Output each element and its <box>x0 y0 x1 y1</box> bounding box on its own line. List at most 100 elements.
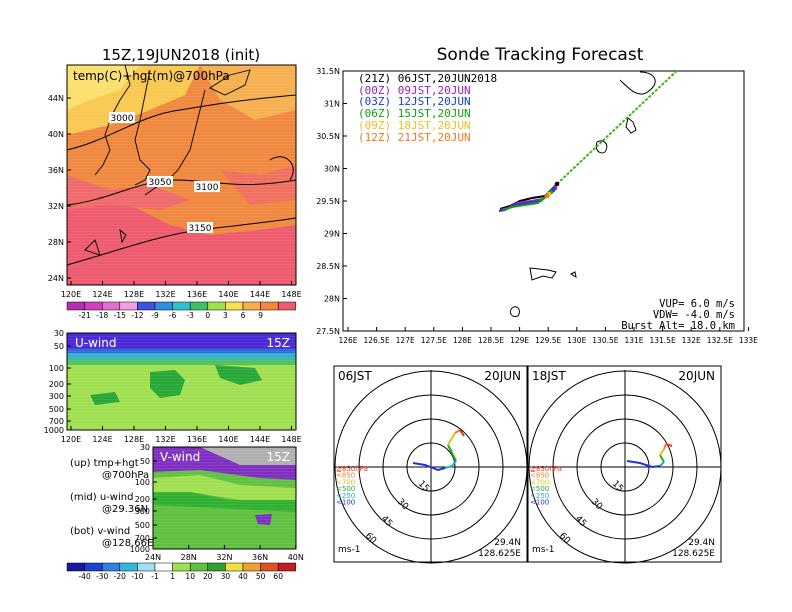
colorbar-label: 1 <box>170 572 175 581</box>
v-wind-label: V-wind <box>160 450 200 464</box>
colorbar-label: -1 <box>151 572 159 581</box>
hodograph-lat: 29.4N <box>494 538 521 548</box>
lat-tick-label: 31.5N <box>316 67 340 76</box>
colorbar-swatch <box>242 562 261 572</box>
lon-tick-label: 129E <box>510 336 529 345</box>
lon-tick-label: 124E <box>92 435 112 444</box>
colorbar-swatch <box>101 562 121 572</box>
pressure-tick-label: 500 <box>49 405 64 414</box>
legend-entry: (12Z) 21JST,20JUN <box>358 130 471 144</box>
pressure-tick-label: 200 <box>135 495 150 504</box>
level-legend-entry: <850 <box>336 472 355 480</box>
colorbar-label: -30 <box>96 572 108 581</box>
lon-tick-label: 120E <box>61 290 81 299</box>
hodograph-right-labels: 18JST 20JUN15304560≧850hPa<850<700<500<25… <box>530 369 715 559</box>
colorbar-swatch <box>225 562 244 572</box>
level-legend-entry: <850 <box>530 472 549 480</box>
lon-tick-label: 129.5E <box>535 336 561 345</box>
colorbar-swatch <box>207 301 226 311</box>
tracking-title: Sonde Tracking Forecast <box>437 45 644 65</box>
lat-tick-label: 28.5N <box>316 262 340 271</box>
colorbar-label: -9 <box>151 311 159 320</box>
side-note-line2: @128.66E <box>102 538 154 549</box>
lon-tick-label: 144E <box>250 290 270 299</box>
colorbar-label: -20 <box>114 572 126 581</box>
tracking-lat-axis: 31.5N 31N 30.5N 30N 29.5N 29N 28.5N 28N 27.5N <box>316 67 347 336</box>
colorbar-label: -6 <box>169 311 177 320</box>
vdw-value: VDW= -4.0 m/s <box>653 309 735 321</box>
lon-tick-label: 136E <box>187 290 207 299</box>
lon-tick-label: 130E <box>567 336 586 345</box>
tracking-lon-axis: 126E 126.5E 127E 127.5E 128E 128.5E 129E 129.5E… <box>338 327 758 345</box>
v-wind-time: 15Z <box>267 450 291 464</box>
colorbar-swatch <box>277 301 297 311</box>
side-note-line1: (mid) u-wind <box>70 492 134 503</box>
level-legend-entry: <500 <box>530 485 549 493</box>
level-legend-entry: <100 <box>530 499 549 507</box>
colorbar-label: 60 <box>273 572 283 581</box>
colorbar-swatch <box>119 562 138 572</box>
contour-label-box <box>147 176 173 187</box>
hodograph-date: 20JUN <box>484 369 521 383</box>
colorbar-swatch <box>207 562 226 572</box>
level-legend-entry: ≧850hPa <box>530 465 562 473</box>
contour-label-box <box>194 181 220 192</box>
contour-labels: 3000 3050 3100 3150 <box>109 112 220 234</box>
level-legend-entry: <100 <box>336 499 355 507</box>
lon-tick-label: 136E <box>187 435 207 444</box>
colorbar-label: 9 <box>258 311 263 320</box>
wind-colorbar: -40 -30 -20 -10 -1 1 10 20 30 40 50 60 <box>66 562 297 581</box>
vup-value: VUP= 6.0 m/s <box>659 298 735 310</box>
pressure-tick-label: 30 <box>54 329 64 338</box>
colorbar-swatch <box>84 562 103 572</box>
hodograph-time: 06JST <box>338 369 372 383</box>
legend-entry: (21Z) 06JST,20JUN2018 <box>358 72 498 85</box>
colorbar-swatch <box>66 562 85 572</box>
pressure-tick-label: 100 <box>135 478 150 487</box>
map-lat-axis: 44N 40N 36N 32N 28N 24N <box>48 94 71 283</box>
legend-entry: (00Z) 09JST,20JUN <box>358 83 471 97</box>
v-wind-pressure-axis: 30 50 100 200 300 500 700 1000 <box>130 443 157 554</box>
lat-tick-label: 36N <box>252 553 268 562</box>
lat-tick-label: 28N <box>324 295 340 304</box>
lon-tick-label: 127.5E <box>421 336 447 345</box>
lat-tick-label: 40N <box>48 130 64 139</box>
legend-entry: (03Z) 12JST,20JUN <box>358 95 471 109</box>
colorbar-label: -10 <box>131 572 143 581</box>
lat-tick-label: 30N <box>324 165 340 174</box>
lon-tick-label: 132E <box>155 290 175 299</box>
level-legend-entry: <500 <box>336 485 355 493</box>
u-wind-lon-axis: 120E 124E 128E 132E 136E 140E 144E 148E <box>61 426 302 444</box>
field-label: temp(C)+hgt(m)@700hPa <box>73 69 230 83</box>
colorbar-label: -21 <box>78 311 90 320</box>
u-wind-label: U-wind <box>75 336 116 350</box>
map-lon-axis: 120E 124E 128E 132E 136E 140E 144E 148E <box>61 281 302 299</box>
contour-label: 3100 <box>196 183 219 193</box>
colorbar-swatch <box>242 301 261 311</box>
legend-entry: (09Z) 18JST,20JUN <box>358 118 471 132</box>
colorbar-label: 50 <box>256 572 266 581</box>
contour-label: 3150 <box>189 224 212 234</box>
colorbar-swatch <box>154 301 173 311</box>
lon-tick-label: 132.5E <box>707 336 733 345</box>
colorbar-swatch <box>172 562 191 572</box>
colorbar-swatch <box>189 301 209 311</box>
level-legend-entry: <700 <box>336 478 355 486</box>
colorbar-label: 30 <box>221 572 231 581</box>
side-note: (up) tmp+hgt @700hPa <box>70 458 149 482</box>
lon-tick-label: 126E <box>338 336 357 345</box>
colorbar-swatch <box>137 562 156 572</box>
lon-tick-label: 128E <box>124 290 144 299</box>
contour-label: 3000 <box>111 114 134 124</box>
colorbar-label: -3 <box>186 311 194 320</box>
colorbar-label: -15 <box>114 311 126 320</box>
lat-tick-label: 28N <box>48 238 64 247</box>
lon-tick-label: 127E <box>396 336 415 345</box>
colorbar-swatch <box>225 301 244 311</box>
colorbar-swatch <box>154 562 173 572</box>
lon-tick-label: 133E <box>739 336 758 345</box>
tracking-coastlines <box>509 71 656 317</box>
lon-tick-label: 124E <box>92 290 112 299</box>
pressure-tick-label: 1000 <box>130 545 150 554</box>
